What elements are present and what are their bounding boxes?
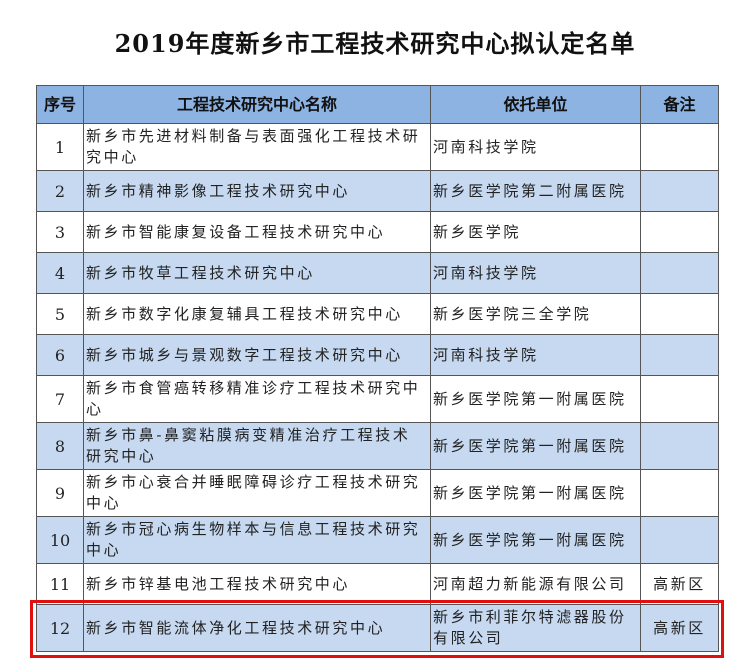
table-row: 10 新乡市冠心病生物样本与信息工程技术研究中心 新乡医学院第一附属医院	[36, 516, 719, 564]
unit-cell: 河南超力新能源有限公司	[430, 563, 641, 605]
name-cell: 新乡市先进材料制备与表面强化工程技术研究中心	[83, 123, 431, 171]
note-cell	[640, 334, 719, 376]
unit-cell: 新乡市利菲尔特滤器股份有限公司	[430, 604, 641, 652]
name-cell: 新乡市食管癌转移精准诊疗工程技术研究中心	[83, 375, 431, 423]
name-cell: 新乡市精神影像工程技术研究中心	[83, 170, 431, 212]
name-cell: 新乡市锌基电池工程技术研究中心	[83, 563, 431, 605]
seq-cell: 1	[36, 123, 84, 171]
header-unit: 依托单位	[430, 85, 641, 124]
unit-cell: 新乡医学院	[430, 211, 641, 253]
seq-cell: 6	[36, 334, 84, 376]
table-row: 11 新乡市锌基电池工程技术研究中心 河南超力新能源有限公司 高新区	[36, 563, 719, 605]
page-title: 2019年度新乡市工程技术研究中心拟认定名单	[114, 29, 636, 58]
note-cell	[640, 123, 719, 171]
table-row: 5 新乡市数字化康复辅具工程技术研究中心 新乡医学院三全学院	[36, 293, 719, 335]
unit-cell: 新乡医学院第一附属医院	[430, 422, 641, 470]
seq-cell: 2	[36, 170, 84, 212]
table-row: 12 新乡市智能流体净化工程技术研究中心 新乡市利菲尔特滤器股份有限公司 高新区	[36, 604, 719, 652]
table-header-row: 序号 工程技术研究中心名称 依托单位 备注	[36, 85, 719, 124]
note-cell	[640, 170, 719, 212]
name-cell: 新乡市牧草工程技术研究中心	[83, 252, 431, 294]
seq-cell: 10	[36, 516, 84, 564]
note-cell	[640, 252, 719, 294]
table-row: 6 新乡市城乡与景观数字工程技术研究中心 河南科技学院	[36, 334, 719, 376]
name-cell: 新乡市冠心病生物样本与信息工程技术研究中心	[83, 516, 431, 564]
note-cell: 高新区	[640, 563, 719, 605]
table-row: 4 新乡市牧草工程技术研究中心 河南科技学院	[36, 252, 719, 294]
unit-cell: 河南科技学院	[430, 252, 641, 294]
seq-cell: 12	[36, 604, 84, 652]
center-list-table: 序号 工程技术研究中心名称 依托单位 备注 1 新乡市先进材料制备与表面强化工程技…	[36, 85, 719, 652]
seq-cell: 3	[36, 211, 84, 253]
seq-cell: 7	[36, 375, 84, 423]
note-cell	[640, 293, 719, 335]
unit-cell: 新乡医学院第一附属医院	[430, 375, 641, 423]
name-cell: 新乡市心衰合并睡眠障碍诊疗工程技术研究中心	[83, 469, 431, 517]
note-cell: 高新区	[640, 604, 719, 652]
unit-cell: 新乡医学院第一附属医院	[430, 469, 641, 517]
table-row: 1 新乡市先进材料制备与表面强化工程技术研究中心 河南科技学院	[36, 123, 719, 171]
name-cell: 新乡市城乡与景观数字工程技术研究中心	[83, 334, 431, 376]
header-seq: 序号	[36, 85, 84, 124]
note-cell	[640, 516, 719, 564]
unit-cell: 河南科技学院	[430, 334, 641, 376]
seq-cell: 8	[36, 422, 84, 470]
note-cell	[640, 469, 719, 517]
name-cell: 新乡市智能流体净化工程技术研究中心	[83, 604, 431, 652]
seq-cell: 5	[36, 293, 84, 335]
seq-cell: 11	[36, 563, 84, 605]
table-row: 9 新乡市心衰合并睡眠障碍诊疗工程技术研究中心 新乡医学院第一附属医院	[36, 469, 719, 517]
name-cell: 新乡市鼻-鼻窦粘膜病变精准治疗工程技术研究中心	[83, 422, 431, 470]
unit-cell: 新乡医学院三全学院	[430, 293, 641, 335]
note-cell	[640, 211, 719, 253]
table-row: 8 新乡市鼻-鼻窦粘膜病变精准治疗工程技术研究中心 新乡医学院第一附属医院	[36, 422, 719, 470]
table-row: 3 新乡市智能康复设备工程技术研究中心 新乡医学院	[36, 211, 719, 253]
table-row: 7 新乡市食管癌转移精准诊疗工程技术研究中心 新乡医学院第一附属医院	[36, 375, 719, 423]
table-row: 2 新乡市精神影像工程技术研究中心 新乡医学院第二附属医院	[36, 170, 719, 212]
unit-cell: 新乡医学院第二附属医院	[430, 170, 641, 212]
unit-cell: 河南科技学院	[430, 123, 641, 171]
seq-cell: 4	[36, 252, 84, 294]
note-cell	[640, 375, 719, 423]
note-cell	[640, 422, 719, 470]
name-cell: 新乡市数字化康复辅具工程技术研究中心	[83, 293, 431, 335]
header-name: 工程技术研究中心名称	[83, 85, 431, 124]
name-cell: 新乡市智能康复设备工程技术研究中心	[83, 211, 431, 253]
unit-cell: 新乡医学院第一附属医院	[430, 516, 641, 564]
seq-cell: 9	[36, 469, 84, 517]
header-note: 备注	[640, 85, 719, 124]
